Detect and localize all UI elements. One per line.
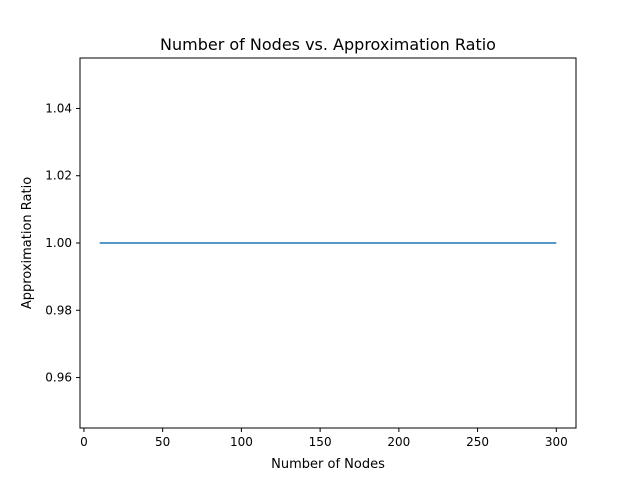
x-axis-ticks: 0 50 100 150 200 250 300	[80, 428, 568, 449]
x-tick-label: 100	[230, 435, 253, 449]
chart-title: Number of Nodes vs. Approximation Ratio	[160, 35, 496, 54]
y-tick-label: 1.04	[45, 101, 72, 115]
y-tick-label: 0.98	[45, 303, 72, 317]
x-tick-label: 50	[155, 435, 170, 449]
x-axis-label: Number of Nodes	[271, 457, 385, 472]
x-tick-label: 250	[466, 435, 489, 449]
x-tick-label: 200	[387, 435, 410, 449]
x-tick-label: 0	[80, 435, 88, 449]
y-tick-label: 1.00	[45, 236, 72, 250]
y-axis-label: Approximation Ratio	[20, 177, 35, 309]
y-axis-ticks: 0.96 0.98 1.00 1.02 1.04	[45, 101, 80, 385]
y-tick-label: 1.02	[45, 169, 72, 183]
y-tick-label: 0.96	[45, 371, 72, 385]
x-tick-label: 300	[545, 435, 568, 449]
x-tick-label: 150	[309, 435, 332, 449]
